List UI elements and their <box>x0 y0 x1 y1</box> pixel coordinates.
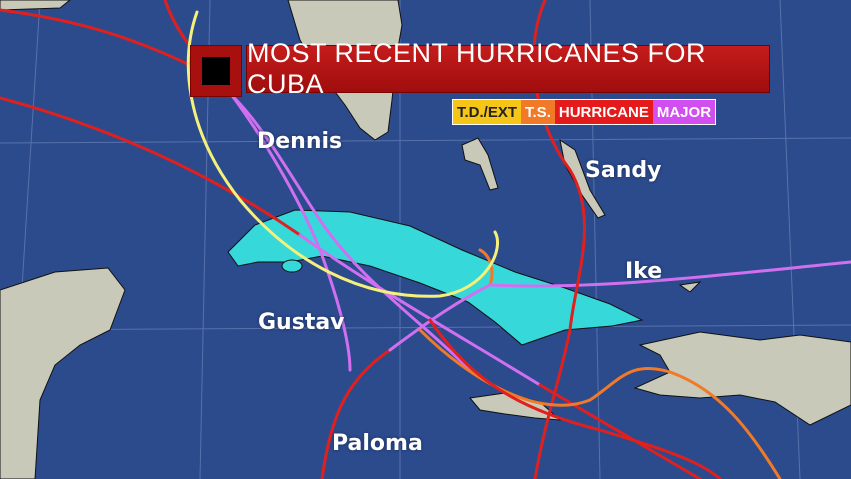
florida-top-left <box>0 0 71 11</box>
legend-hurricane: HURRICANE <box>554 100 653 124</box>
label-ike: Ike <box>625 259 663 284</box>
track-dennis <box>0 96 302 237</box>
hispaniola <box>633 331 851 426</box>
legend-major: MAJOR <box>652 100 716 124</box>
track-left-lower <box>428 318 722 479</box>
track-red-2 <box>538 383 702 479</box>
map-title: MOST RECENT HURRICANES FOR CUBA <box>246 38 770 99</box>
label-sandy: Sandy <box>585 158 662 183</box>
track-paloma <box>320 348 392 479</box>
track-upper-major <box>198 68 472 372</box>
track-upper <box>0 8 202 72</box>
yucatan <box>0 267 126 479</box>
title-icon-box <box>190 45 242 97</box>
track-ike <box>488 260 851 288</box>
isle-of-youth <box>281 259 303 273</box>
intensity-legend: T.D./EXT T.S. HURRICANE MAJOR <box>452 99 717 125</box>
legend-ts: T.S. <box>521 100 555 124</box>
puerto-rico-edge <box>678 281 702 293</box>
black-square-icon <box>202 57 230 85</box>
track-gustav-major <box>218 78 352 372</box>
track-sandy-south <box>533 328 572 479</box>
label-gustav: Gustav <box>258 310 345 335</box>
bahamas <box>461 137 499 191</box>
legend-td: T.D./EXT <box>453 100 522 124</box>
track-dennis-major <box>298 233 542 387</box>
label-dennis: Dennis <box>257 129 343 154</box>
track-paloma-major <box>388 283 492 352</box>
bahamas-east <box>559 138 606 219</box>
label-paloma: Paloma <box>332 431 423 456</box>
